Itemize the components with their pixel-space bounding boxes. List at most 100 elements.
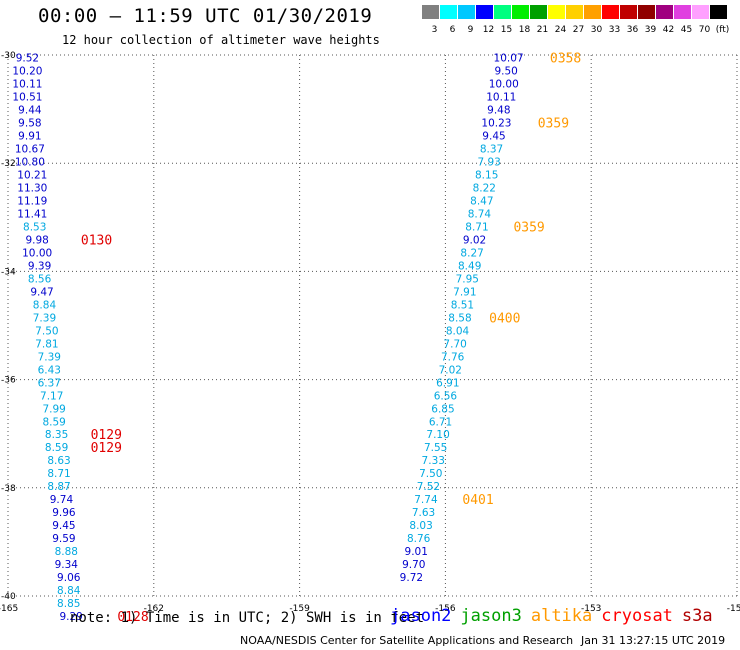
legend-label-6: 21 [536,25,549,35]
swh-point-east-33: 7.52 [417,481,440,493]
swh-point-east-19: 8.51 [451,299,474,311]
time-label-east-0: 0358 [550,52,581,67]
y-tick-label-2: -34 [1,267,16,277]
swh-point-east-15: 8.27 [460,247,483,259]
swh-point-east-29: 7.10 [426,429,449,441]
swh-point-west-1: 10.20 [12,66,42,78]
swh-point-east-11: 8.47 [470,196,493,208]
swh-point-east-34: 7.74 [414,494,438,506]
swh-point-west-43: 9.29 [59,611,82,623]
x-tick-label-3: -156 [435,604,456,614]
swh-point-west-37: 9.59 [52,533,75,545]
legend-swatch-9 [584,5,601,19]
swh-point-east-13: 8.71 [465,221,488,233]
legend-swatch-0 [422,5,439,19]
satellite-jason2: jason2 [390,606,452,626]
x-tick-label-0: -165 [0,604,18,614]
x-tick-label-4: -153 [581,604,601,614]
swh-point-east-32: 7.50 [419,468,442,480]
swh-point-west-31: 8.63 [47,455,70,467]
swh-point-west-34: 9.74 [50,494,74,506]
swh-point-west-12: 11.41 [17,209,47,221]
legend-label-13: 42 [662,25,675,35]
swh-point-west-36: 9.45 [52,520,75,532]
legend-label-4: 15 [500,25,513,35]
swh-point-west-8: 10.80 [15,157,45,169]
units-note: note: 1) Time is in UTC; 2) SWH is in fe… [70,610,425,626]
y-tick-label-4: -38 [1,484,16,494]
legend-label-8: 27 [572,25,585,35]
swh-point-east-3: 10.11 [486,92,516,104]
swh-point-east-14: 9.02 [463,234,486,246]
swh-point-east-8: 7.93 [477,157,500,169]
swh-point-west-0: 9.52 [16,53,39,65]
legend-label-2: 9 [467,25,474,35]
time-label-west-1: 0129 [91,428,122,443]
swh-point-west-7: 10.67 [15,144,45,156]
legend-swatch-3 [476,5,493,19]
footer-credit: NOAA/NESDIS Center for Satellite Applica… [240,634,574,647]
legend-label-9: 30 [590,25,603,35]
y-tick-label-3: -36 [1,376,16,386]
y-tick-label-0: -30 [1,51,16,61]
swh-point-west-16: 9.39 [28,260,51,272]
legend-label-14: 45 [680,25,693,35]
swh-point-west-30: 8.59 [45,442,68,454]
swh-point-west-15: 10.00 [22,247,52,259]
legend-swatch-15 [692,5,709,19]
swh-point-west-21: 7.50 [35,325,58,337]
satellite-altika: altika [530,606,593,626]
legend-label-5: 18 [518,25,531,35]
legend-swatch-13 [656,5,673,19]
swh-point-west-39: 9.34 [55,559,79,571]
swh-point-east-24: 7.02 [439,364,462,376]
swh-point-west-23: 7.39 [38,351,61,363]
legend-swatch-8 [566,5,583,19]
swh-point-west-25: 6.37 [38,377,61,389]
satellite-jason3: jason3 [460,606,522,626]
swh-point-east-20: 8.58 [448,312,471,324]
swh-point-east-28: 6.71 [429,416,452,428]
swh-point-west-17: 8.56 [28,273,52,285]
legend-label-15: 70 [698,25,711,35]
x-tick-label-5: -150 [727,604,740,614]
legend-swatch-12 [638,5,655,19]
swh-point-west-38: 8.88 [55,546,78,558]
swh-point-west-41: 8.84 [57,585,81,597]
legend-swatch-6 [530,5,547,19]
swh-point-west-13: 8.53 [23,221,46,233]
swh-point-east-37: 8.76 [407,533,431,545]
time-label-west-0: 0130 [81,233,112,248]
swh-point-west-40: 9.06 [57,572,81,584]
swh-point-west-6: 9.91 [18,131,41,143]
legend-label-12: 39 [644,25,657,35]
swh-point-east-35: 7.63 [412,507,435,519]
legend-swatch-14 [674,5,691,19]
swh-point-west-26: 7.17 [40,390,63,402]
swh-point-east-18: 7.91 [453,286,476,298]
swh-point-east-23: 7.76 [441,351,465,363]
swh-point-west-9: 10.21 [17,170,47,182]
legend-label-0: 3 [431,25,438,35]
swh-point-east-40: 9.72 [400,572,423,584]
swh-point-east-2: 10.00 [489,79,519,91]
satellite-s3a: s3a [681,606,713,626]
legend-label-11: 36 [626,25,639,35]
legend-label-7: 24 [554,25,567,35]
legend-swatch-4 [494,5,511,19]
legend-label-1: 6 [449,25,456,35]
time-label-east-2: 0359 [513,220,544,235]
swh-point-east-38: 9.01 [405,546,428,558]
legend-label-10: 33 [608,25,621,35]
swh-point-east-9: 8.15 [475,170,498,182]
swh-point-west-32: 8.71 [47,468,70,480]
swh-point-west-18: 9.47 [30,286,53,298]
swh-point-east-26: 6.56 [434,390,458,402]
x-tick-label-1: -162 [144,604,164,614]
time-label-east-3: 0400 [489,311,520,326]
swh-point-west-28: 8.59 [42,416,65,428]
x-tick-label-2: -159 [289,604,310,614]
swh-point-west-11: 11.19 [17,196,47,208]
swh-point-west-4: 9.44 [18,105,42,117]
